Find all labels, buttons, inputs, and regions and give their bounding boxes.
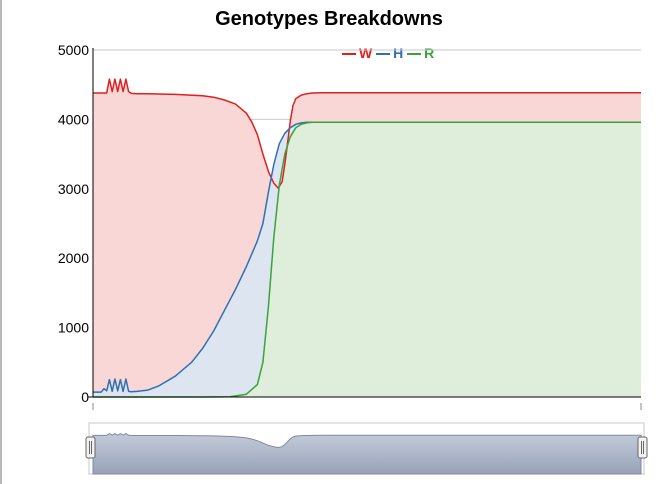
navigator-handle-right[interactable] <box>637 436 648 459</box>
handle-right-icon[interactable] <box>637 436 648 459</box>
legend-h-line-icon <box>376 53 391 56</box>
y-tick-label: 2000 <box>58 250 89 266</box>
navigator-series-area <box>92 433 642 475</box>
handle-left-icon[interactable] <box>85 436 96 459</box>
series-areas <box>93 79 641 397</box>
legend-item-r[interactable]: R <box>407 45 434 61</box>
frame-left-border <box>0 0 2 484</box>
legend-r-line-icon <box>407 53 422 56</box>
legend-label-r: R <box>424 45 435 61</box>
navigator-handle-left[interactable] <box>85 436 96 459</box>
legend[interactable]: W H R <box>342 45 434 63</box>
legend-w-line-icon <box>342 53 356 56</box>
y-tick-label: 4000 <box>58 111 89 127</box>
series-lines <box>93 78 641 398</box>
series-w-line <box>93 78 641 189</box>
y-tick-label: 1000 <box>58 320 89 336</box>
legend-item-w[interactable]: W <box>342 45 372 61</box>
series-r-line <box>93 121 641 398</box>
y-tick-label: 3000 <box>58 181 89 197</box>
legend-item-h[interactable]: H <box>376 45 403 61</box>
axes: 0 1000 2000 3000 4000 5000 <box>58 42 641 405</box>
plot-area: 0 1000 2000 3000 4000 5000 <box>58 42 641 405</box>
series-r-area <box>93 122 641 397</box>
legend-label-w: W <box>359 45 373 61</box>
legend-label-h: H <box>393 45 404 61</box>
y-tick-label: 0 <box>81 389 89 405</box>
y-tick-label: 5000 <box>58 42 89 58</box>
chart-title: Genotypes Breakdowns <box>215 8 443 30</box>
